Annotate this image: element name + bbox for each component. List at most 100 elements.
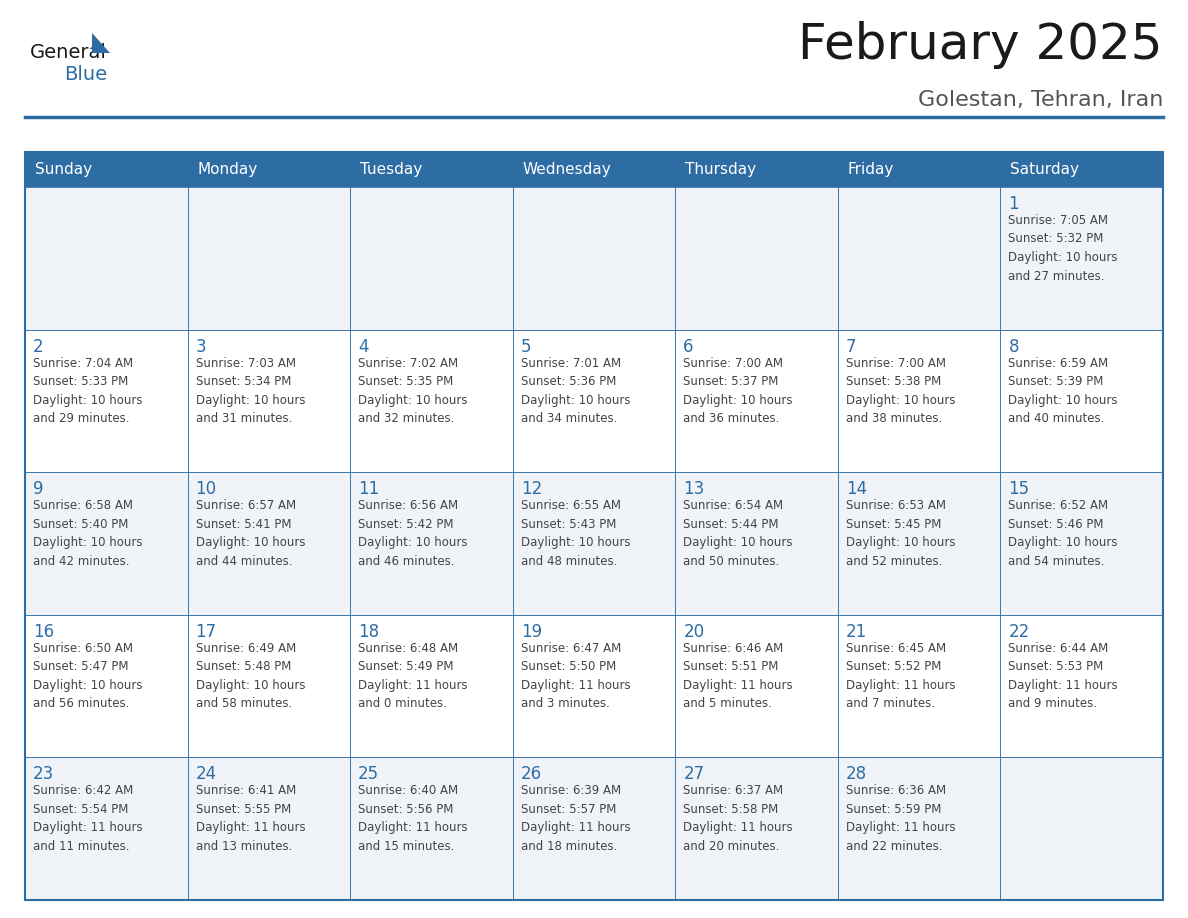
- Text: Tuesday: Tuesday: [360, 162, 423, 177]
- Text: 6: 6: [683, 338, 694, 355]
- Text: 11: 11: [358, 480, 379, 498]
- Bar: [350, 152, 513, 187]
- Bar: [350, 615, 513, 757]
- Bar: [838, 615, 1000, 757]
- Text: Sunday: Sunday: [34, 162, 93, 177]
- Text: Saturday: Saturday: [1011, 162, 1080, 177]
- Text: General: General: [30, 42, 107, 62]
- Bar: [675, 615, 838, 757]
- Text: Sunrise: 6:52 AM
Sunset: 5:46 PM
Daylight: 10 hours
and 54 minutes.: Sunrise: 6:52 AM Sunset: 5:46 PM Dayligh…: [1009, 499, 1118, 567]
- Bar: [188, 757, 350, 900]
- Text: February 2025: February 2025: [798, 21, 1163, 69]
- Text: Friday: Friday: [848, 162, 895, 177]
- Text: Golestan, Tehran, Iran: Golestan, Tehran, Iran: [917, 90, 1163, 110]
- Bar: [188, 472, 350, 615]
- Bar: [350, 330, 513, 472]
- Text: Sunrise: 7:05 AM
Sunset: 5:32 PM
Daylight: 10 hours
and 27 minutes.: Sunrise: 7:05 AM Sunset: 5:32 PM Dayligh…: [1009, 214, 1118, 283]
- Text: Sunrise: 6:56 AM
Sunset: 5:42 PM
Daylight: 10 hours
and 46 minutes.: Sunrise: 6:56 AM Sunset: 5:42 PM Dayligh…: [358, 499, 468, 567]
- Text: 4: 4: [358, 338, 368, 355]
- Text: Monday: Monday: [197, 162, 258, 177]
- Bar: [513, 152, 675, 187]
- Text: Sunrise: 7:01 AM
Sunset: 5:36 PM
Daylight: 10 hours
and 34 minutes.: Sunrise: 7:01 AM Sunset: 5:36 PM Dayligh…: [520, 356, 630, 425]
- Bar: [188, 330, 350, 472]
- Text: Sunrise: 6:37 AM
Sunset: 5:58 PM
Daylight: 11 hours
and 20 minutes.: Sunrise: 6:37 AM Sunset: 5:58 PM Dayligh…: [683, 784, 792, 853]
- Text: 16: 16: [33, 622, 55, 641]
- Text: Sunrise: 6:59 AM
Sunset: 5:39 PM
Daylight: 10 hours
and 40 minutes.: Sunrise: 6:59 AM Sunset: 5:39 PM Dayligh…: [1009, 356, 1118, 425]
- Text: 26: 26: [520, 766, 542, 783]
- Bar: [838, 472, 1000, 615]
- Text: Sunrise: 6:41 AM
Sunset: 5:55 PM
Daylight: 11 hours
and 13 minutes.: Sunrise: 6:41 AM Sunset: 5:55 PM Dayligh…: [196, 784, 305, 853]
- Bar: [675, 152, 838, 187]
- Bar: [1000, 152, 1163, 187]
- Bar: [350, 187, 513, 330]
- Text: 10: 10: [196, 480, 216, 498]
- Text: Blue: Blue: [64, 64, 107, 84]
- Bar: [350, 472, 513, 615]
- Text: 2: 2: [33, 338, 44, 355]
- Text: 8: 8: [1009, 338, 1019, 355]
- Text: 15: 15: [1009, 480, 1030, 498]
- Text: Thursday: Thursday: [685, 162, 757, 177]
- Text: Sunrise: 6:47 AM
Sunset: 5:50 PM
Daylight: 11 hours
and 3 minutes.: Sunrise: 6:47 AM Sunset: 5:50 PM Dayligh…: [520, 642, 631, 711]
- Text: 28: 28: [846, 766, 867, 783]
- Text: Sunrise: 6:50 AM
Sunset: 5:47 PM
Daylight: 10 hours
and 56 minutes.: Sunrise: 6:50 AM Sunset: 5:47 PM Dayligh…: [33, 642, 143, 711]
- Bar: [25, 330, 188, 472]
- Text: Sunrise: 6:54 AM
Sunset: 5:44 PM
Daylight: 10 hours
and 50 minutes.: Sunrise: 6:54 AM Sunset: 5:44 PM Dayligh…: [683, 499, 792, 567]
- Text: 12: 12: [520, 480, 542, 498]
- Bar: [838, 330, 1000, 472]
- Text: 3: 3: [196, 338, 207, 355]
- Text: Sunrise: 6:44 AM
Sunset: 5:53 PM
Daylight: 11 hours
and 9 minutes.: Sunrise: 6:44 AM Sunset: 5:53 PM Dayligh…: [1009, 642, 1118, 711]
- Text: Sunrise: 6:46 AM
Sunset: 5:51 PM
Daylight: 11 hours
and 5 minutes.: Sunrise: 6:46 AM Sunset: 5:51 PM Dayligh…: [683, 642, 792, 711]
- Text: 7: 7: [846, 338, 857, 355]
- Text: Sunrise: 7:03 AM
Sunset: 5:34 PM
Daylight: 10 hours
and 31 minutes.: Sunrise: 7:03 AM Sunset: 5:34 PM Dayligh…: [196, 356, 305, 425]
- Bar: [25, 187, 188, 330]
- Bar: [838, 757, 1000, 900]
- Bar: [25, 152, 1163, 900]
- Text: 14: 14: [846, 480, 867, 498]
- Text: Sunrise: 6:55 AM
Sunset: 5:43 PM
Daylight: 10 hours
and 48 minutes.: Sunrise: 6:55 AM Sunset: 5:43 PM Dayligh…: [520, 499, 630, 567]
- Text: 5: 5: [520, 338, 531, 355]
- Bar: [513, 330, 675, 472]
- Bar: [675, 472, 838, 615]
- Bar: [513, 472, 675, 615]
- Text: 20: 20: [683, 622, 704, 641]
- Text: 17: 17: [196, 622, 216, 641]
- Text: Sunrise: 6:39 AM
Sunset: 5:57 PM
Daylight: 11 hours
and 18 minutes.: Sunrise: 6:39 AM Sunset: 5:57 PM Dayligh…: [520, 784, 631, 853]
- Bar: [1000, 472, 1163, 615]
- Text: 23: 23: [33, 766, 55, 783]
- Text: Sunrise: 7:04 AM
Sunset: 5:33 PM
Daylight: 10 hours
and 29 minutes.: Sunrise: 7:04 AM Sunset: 5:33 PM Dayligh…: [33, 356, 143, 425]
- Bar: [838, 152, 1000, 187]
- Text: Sunrise: 6:42 AM
Sunset: 5:54 PM
Daylight: 11 hours
and 11 minutes.: Sunrise: 6:42 AM Sunset: 5:54 PM Dayligh…: [33, 784, 143, 853]
- Bar: [188, 152, 350, 187]
- Text: Sunrise: 6:49 AM
Sunset: 5:48 PM
Daylight: 10 hours
and 58 minutes.: Sunrise: 6:49 AM Sunset: 5:48 PM Dayligh…: [196, 642, 305, 711]
- Text: Sunrise: 7:00 AM
Sunset: 5:38 PM
Daylight: 10 hours
and 38 minutes.: Sunrise: 7:00 AM Sunset: 5:38 PM Dayligh…: [846, 356, 955, 425]
- Bar: [1000, 187, 1163, 330]
- Text: 25: 25: [358, 766, 379, 783]
- Bar: [25, 615, 188, 757]
- Bar: [25, 472, 188, 615]
- Text: 1: 1: [1009, 195, 1019, 213]
- Text: 13: 13: [683, 480, 704, 498]
- Bar: [675, 330, 838, 472]
- Bar: [513, 615, 675, 757]
- Text: 22: 22: [1009, 622, 1030, 641]
- Bar: [675, 757, 838, 900]
- Text: 27: 27: [683, 766, 704, 783]
- Text: Sunrise: 6:36 AM
Sunset: 5:59 PM
Daylight: 11 hours
and 22 minutes.: Sunrise: 6:36 AM Sunset: 5:59 PM Dayligh…: [846, 784, 955, 853]
- Text: Sunrise: 6:45 AM
Sunset: 5:52 PM
Daylight: 11 hours
and 7 minutes.: Sunrise: 6:45 AM Sunset: 5:52 PM Dayligh…: [846, 642, 955, 711]
- Bar: [350, 757, 513, 900]
- Text: 18: 18: [358, 622, 379, 641]
- Bar: [188, 187, 350, 330]
- Bar: [513, 187, 675, 330]
- Bar: [25, 152, 188, 187]
- Text: 19: 19: [520, 622, 542, 641]
- Text: Sunrise: 6:57 AM
Sunset: 5:41 PM
Daylight: 10 hours
and 44 minutes.: Sunrise: 6:57 AM Sunset: 5:41 PM Dayligh…: [196, 499, 305, 567]
- Text: Sunrise: 6:58 AM
Sunset: 5:40 PM
Daylight: 10 hours
and 42 minutes.: Sunrise: 6:58 AM Sunset: 5:40 PM Dayligh…: [33, 499, 143, 567]
- Bar: [188, 615, 350, 757]
- Bar: [838, 187, 1000, 330]
- Text: Sunrise: 6:48 AM
Sunset: 5:49 PM
Daylight: 11 hours
and 0 minutes.: Sunrise: 6:48 AM Sunset: 5:49 PM Dayligh…: [358, 642, 468, 711]
- Text: Sunrise: 7:00 AM
Sunset: 5:37 PM
Daylight: 10 hours
and 36 minutes.: Sunrise: 7:00 AM Sunset: 5:37 PM Dayligh…: [683, 356, 792, 425]
- Text: Sunrise: 6:40 AM
Sunset: 5:56 PM
Daylight: 11 hours
and 15 minutes.: Sunrise: 6:40 AM Sunset: 5:56 PM Dayligh…: [358, 784, 468, 853]
- Text: Sunrise: 6:53 AM
Sunset: 5:45 PM
Daylight: 10 hours
and 52 minutes.: Sunrise: 6:53 AM Sunset: 5:45 PM Dayligh…: [846, 499, 955, 567]
- Text: Wednesday: Wednesday: [523, 162, 612, 177]
